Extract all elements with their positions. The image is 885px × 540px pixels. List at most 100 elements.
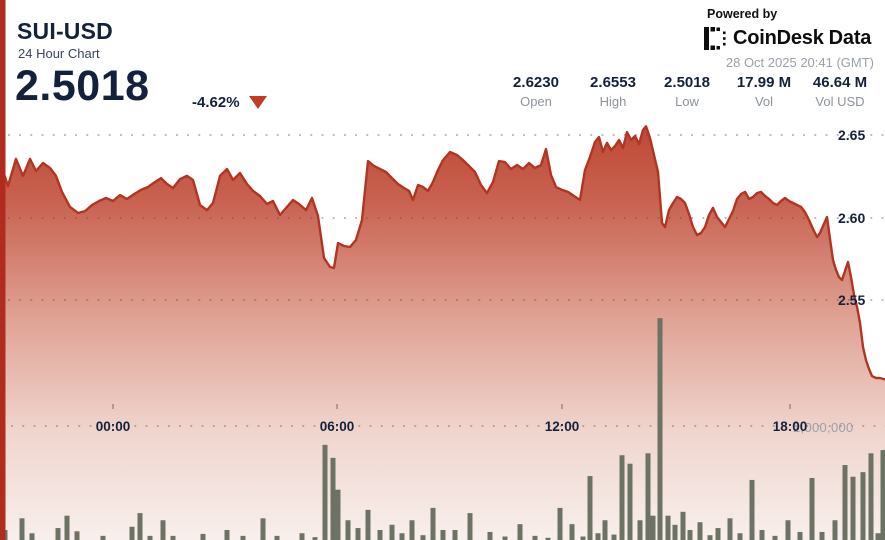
chart-left-edge	[0, 0, 6, 540]
volume-bar	[312, 537, 318, 540]
volume-bar	[637, 520, 643, 540]
volume-bar	[619, 455, 625, 540]
volume-bar	[532, 535, 538, 540]
stat-low: 2.5018 Low	[664, 74, 710, 109]
volume-bar	[611, 534, 617, 540]
volume-bar	[29, 533, 35, 540]
volume-bar	[129, 526, 135, 540]
volume-bar	[759, 530, 765, 540]
volume-bar	[19, 518, 25, 540]
volume-bar	[487, 531, 493, 540]
volume-bar	[409, 520, 415, 540]
volume-bar	[545, 537, 551, 540]
volume-bar	[797, 531, 803, 540]
price-down-triangle-icon	[248, 96, 267, 109]
volume-bar	[627, 463, 633, 540]
volume-bar	[322, 444, 328, 540]
volume-bar	[580, 536, 586, 540]
volume-bar	[595, 533, 601, 540]
price-change: -4.62%	[192, 94, 267, 111]
volume-bar	[160, 520, 166, 540]
volume-bar	[715, 528, 721, 540]
stat-vol-usd-value: 46.64 M	[812, 74, 868, 91]
stat-vol-usd: 46.64 M Vol USD	[813, 74, 867, 109]
volume-bar	[365, 509, 371, 540]
brand-coindesk: CoinDesk	[733, 27, 824, 49]
volume-bar	[697, 522, 703, 540]
volume-bar	[785, 520, 791, 540]
brand-name: CoinDesk Data	[733, 27, 871, 50]
price-area	[0, 126, 885, 540]
stat-vol: 17.99 M Vol	[737, 74, 791, 109]
volume-bar	[430, 507, 436, 540]
volume-bar	[868, 453, 874, 540]
volume-bar	[345, 520, 351, 540]
volume-bar	[200, 533, 206, 540]
volume-bar	[260, 518, 266, 540]
volume-bar	[389, 524, 395, 540]
coindesk-data-logo[interactable]: CoinDesk Data	[704, 27, 871, 50]
volume-bar	[665, 515, 671, 540]
volume-bar	[137, 513, 143, 540]
volume-bar	[727, 518, 733, 540]
stat-low-value: 2.5018	[664, 74, 710, 91]
volume-bar	[737, 533, 743, 540]
volume-bar	[100, 535, 106, 540]
stat-high: 2.6553 High	[590, 74, 636, 109]
volume-bar	[772, 535, 778, 540]
volume-bar	[330, 457, 336, 540]
price-line	[0, 125, 885, 381]
volume-bar	[819, 531, 825, 540]
volume-bar	[467, 513, 473, 540]
volume-bar	[399, 533, 405, 540]
volume-bar	[749, 479, 755, 540]
volume-bar	[569, 524, 575, 540]
stat-vol-usd-label: Vol USD	[815, 94, 865, 109]
volume-bar	[707, 535, 713, 540]
volume-bar	[517, 524, 523, 540]
stat-vol-value: 17.99 M	[736, 74, 792, 91]
stat-high-label: High	[599, 94, 627, 109]
volume-bar	[880, 450, 885, 540]
volume-bar	[224, 530, 230, 540]
coindesk-logo-icon	[704, 27, 727, 50]
stat-open-value: 2.6230	[513, 74, 559, 91]
chart-header: SUI-USD 24 Hour Chart 2.5018 -4.62% Powe…	[0, 0, 885, 120]
volume-bar	[440, 530, 446, 540]
volume-bar	[335, 489, 341, 540]
volume-bar	[645, 453, 651, 540]
volume-bar	[452, 530, 458, 540]
powered-by-label: Powered by	[707, 7, 778, 21]
instrument-symbol: SUI-USD	[17, 18, 113, 44]
volume-bar	[299, 533, 305, 540]
volume-bar	[170, 535, 176, 540]
volume-bar	[420, 535, 426, 540]
volume-bar	[355, 528, 361, 540]
volume-bar	[602, 520, 608, 540]
volume-bar	[377, 530, 383, 540]
volume-bar	[832, 520, 838, 540]
volume-bar	[74, 531, 80, 540]
volume-bar	[587, 476, 593, 540]
brand-data: Data	[828, 27, 872, 49]
stat-open-label: Open	[520, 94, 552, 109]
volume-bar	[809, 478, 815, 540]
volume-bar	[240, 535, 246, 540]
volume-bar	[274, 535, 280, 540]
volume-bar	[64, 515, 70, 540]
volume-bar	[875, 533, 881, 540]
volume-bar	[557, 507, 563, 540]
volume-bar	[147, 535, 153, 540]
volume-bar	[860, 472, 866, 540]
volume-bar	[657, 318, 663, 540]
volume-bar	[687, 530, 693, 540]
volume-bar	[680, 511, 686, 540]
volume-bar	[55, 528, 61, 540]
chart-subtitle: 24 Hour Chart	[18, 46, 100, 61]
volume-bar	[672, 524, 678, 540]
timestamp: 28 Oct 2025 20:41 (GMT)	[725, 55, 874, 70]
stat-vol-label: Vol	[754, 94, 774, 109]
volume-bar	[842, 465, 848, 540]
stat-open: 2.6230 Open	[513, 74, 559, 109]
